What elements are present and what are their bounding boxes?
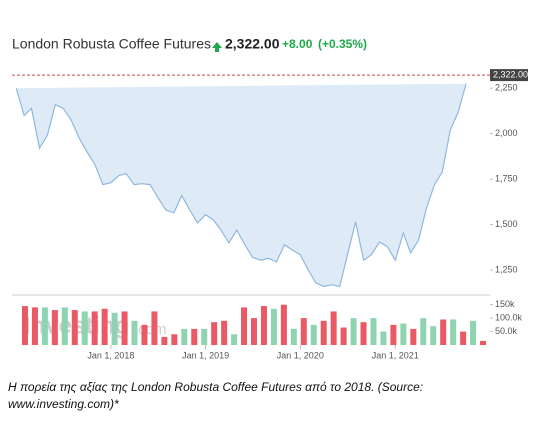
volume-bar [320,320,327,345]
volume-bar [370,318,377,345]
volume-bar [360,322,367,345]
volume-bar [201,328,208,345]
volume-bar [61,307,68,345]
volume-bar [480,340,487,345]
x-tick-label: Jan 1, 2020 [277,350,324,360]
x-tick-label: Jan 1, 2019 [182,350,229,360]
change: +8.00 [282,37,313,51]
volume-bar [330,311,337,345]
volume-bar [161,336,168,345]
volume-bar [270,308,277,345]
y-tick-label: 1,500 [495,219,518,229]
chart-title: London Robusta Coffee Futures [12,36,211,52]
x-tick-label: Jan 1, 2021 [372,350,419,360]
volume-y-tick-label: 50.0k [495,326,518,336]
volume-bar [290,328,297,345]
volume-bar [260,306,267,345]
price: 2,322.00 [225,36,280,52]
volume-bar [131,320,138,345]
y-tick-label: 1,750 [495,174,518,184]
price-area [16,83,467,287]
volume-bar [410,328,417,345]
volume-bar [71,310,78,345]
volume-bar [241,307,248,345]
volume-bar [400,323,407,345]
volume-y-tick-label: 100.0k [495,313,523,323]
volume-bar [171,334,178,345]
caption: www.investing.com)* [8,397,119,411]
volume-bar [151,311,158,345]
up-arrow [212,42,222,52]
volume-bar [350,318,357,345]
volume-bar [340,327,347,345]
watermark-suffix: .com [134,321,167,338]
volume-bar [231,334,238,345]
change-pct: (+0.35%) [318,37,367,51]
volume-bar [430,326,437,345]
y-tick-label: 2,000 [495,128,518,138]
volume-bar [420,318,427,345]
volume-bar [380,331,387,345]
volume-bar [41,307,48,345]
volume-bar [181,328,188,345]
volume-bar [440,319,447,345]
volume-bar [390,324,397,345]
volume-bar [31,307,38,345]
volume-bar [280,304,287,345]
volume-bar [310,324,317,345]
volume-bar [101,308,108,345]
volume-bar [81,311,88,345]
volume-bar [221,320,228,345]
volume-bar [300,318,307,345]
y-tick-label: 2,250 [495,83,518,93]
volume-bar [21,306,28,345]
last-price-box [490,69,528,82]
volume-bar [141,324,148,345]
volume-y-tick-label: 150k [495,299,515,309]
volume-bar [450,319,457,345]
volume-bar [470,320,477,345]
volume-bar [460,331,467,345]
volume-bar [111,312,118,345]
volume-bar [91,311,98,345]
price-line [15,83,467,288]
last-price-label: 2,322.00 [493,69,528,79]
volume-bar [191,328,198,345]
volume-bar [211,322,218,345]
x-tick-label: Jan 1, 2018 [87,350,134,360]
y-tick-label: 1,250 [495,265,518,275]
volume-bar [121,311,128,345]
caption: Η πορεία της αξίας της London Robusta Co… [8,380,423,394]
volume-bar [51,310,58,345]
volume-bar [251,318,257,345]
